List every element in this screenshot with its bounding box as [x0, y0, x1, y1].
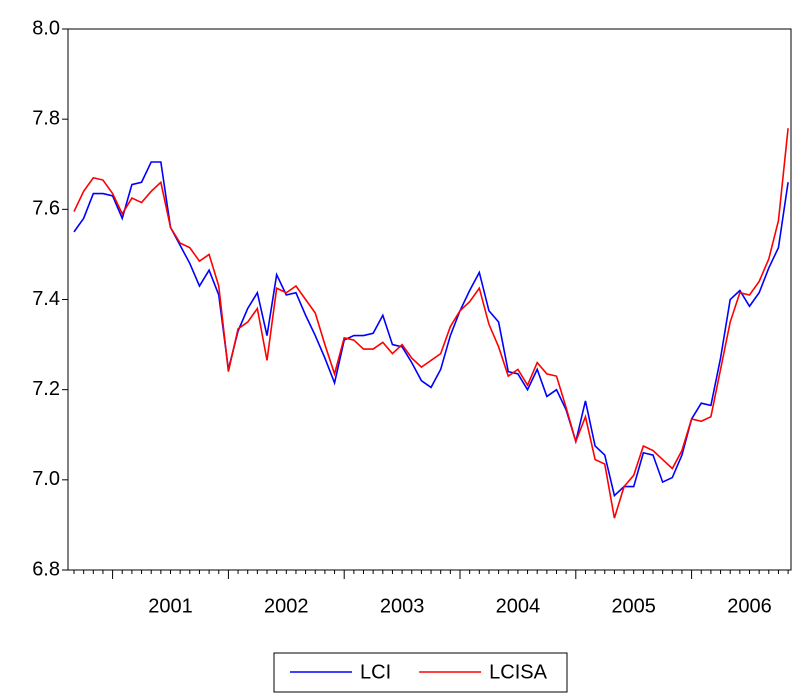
x-tick-label: 2004 — [496, 595, 541, 617]
legend-label: LCISA — [489, 661, 547, 683]
x-tick-label: 2005 — [611, 595, 656, 617]
series-line — [73, 161, 789, 498]
y-tick-label: 7.0 — [32, 468, 60, 490]
x-tick-label: 2003 — [380, 595, 425, 617]
plot-frame — [67, 28, 792, 571]
y-tick-label: 7.8 — [32, 107, 60, 129]
x-tick-label: 2001 — [148, 595, 193, 617]
x-tick-label: 2006 — [727, 595, 772, 617]
y-tick-label: 8.0 — [32, 17, 60, 39]
y-tick-label: 6.8 — [32, 558, 60, 580]
series-line — [73, 128, 789, 519]
legend: LCI LCISA — [273, 652, 568, 693]
legend-label: LCI — [360, 661, 391, 683]
y-tick-label: 7.2 — [32, 378, 60, 400]
y-tick-label: 7.4 — [32, 288, 60, 310]
y-tick-label: 7.6 — [32, 198, 60, 220]
x-tick-label: 2002 — [264, 595, 309, 617]
